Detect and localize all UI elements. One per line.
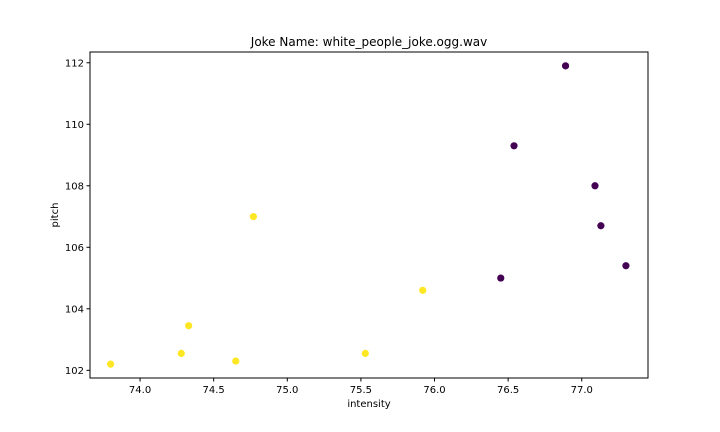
data-point-s1-2 <box>185 322 193 330</box>
chart-title: Joke Name: white_people_joke.ogg.wav <box>250 35 487 49</box>
y-tick-label-0: 102 <box>65 366 84 377</box>
x-axis: 74.0 74.5 75.0 75.5 76.0 76.5 77.0 <box>129 378 593 396</box>
y-tick-label-3: 108 <box>65 181 84 192</box>
data-point-s0-4 <box>622 262 630 270</box>
data-point-s1-6 <box>107 360 115 368</box>
x-tick-label-5: 76.5 <box>497 385 519 396</box>
x-tick-label-1: 74.5 <box>203 385 225 396</box>
y-tick-label-5: 112 <box>65 58 84 69</box>
data-point-s1-4 <box>361 349 369 357</box>
data-point-s1-5 <box>232 357 240 365</box>
data-points <box>107 62 630 368</box>
plot-area <box>89 51 649 379</box>
x-tick-label-2: 75.0 <box>276 385 298 396</box>
data-point-s0-1 <box>510 142 518 150</box>
data-point-s1-1 <box>419 286 427 294</box>
data-point-s0-3 <box>597 222 605 230</box>
data-point-s1-0 <box>249 212 258 221</box>
data-point-s0-2 <box>591 182 599 190</box>
y-tick-label-2: 106 <box>65 243 84 254</box>
y-axis-label: pitch <box>50 203 61 228</box>
x-tick-label-3: 75.5 <box>350 385 372 396</box>
data-point-s1-3 <box>177 349 185 357</box>
x-tick-label-0: 74.0 <box>129 385 151 396</box>
y-tick-label-1: 104 <box>65 304 84 315</box>
y-axis: 102 104 106 108 110 112 <box>65 58 90 377</box>
x-axis-label: intensity <box>347 399 390 410</box>
y-tick-label-4: 110 <box>65 120 84 131</box>
x-tick-label-6: 77.0 <box>571 385 593 396</box>
x-tick-label-4: 76.0 <box>423 385 445 396</box>
data-point-s0-5 <box>497 274 505 282</box>
data-point-s0-0 <box>561 62 570 70</box>
